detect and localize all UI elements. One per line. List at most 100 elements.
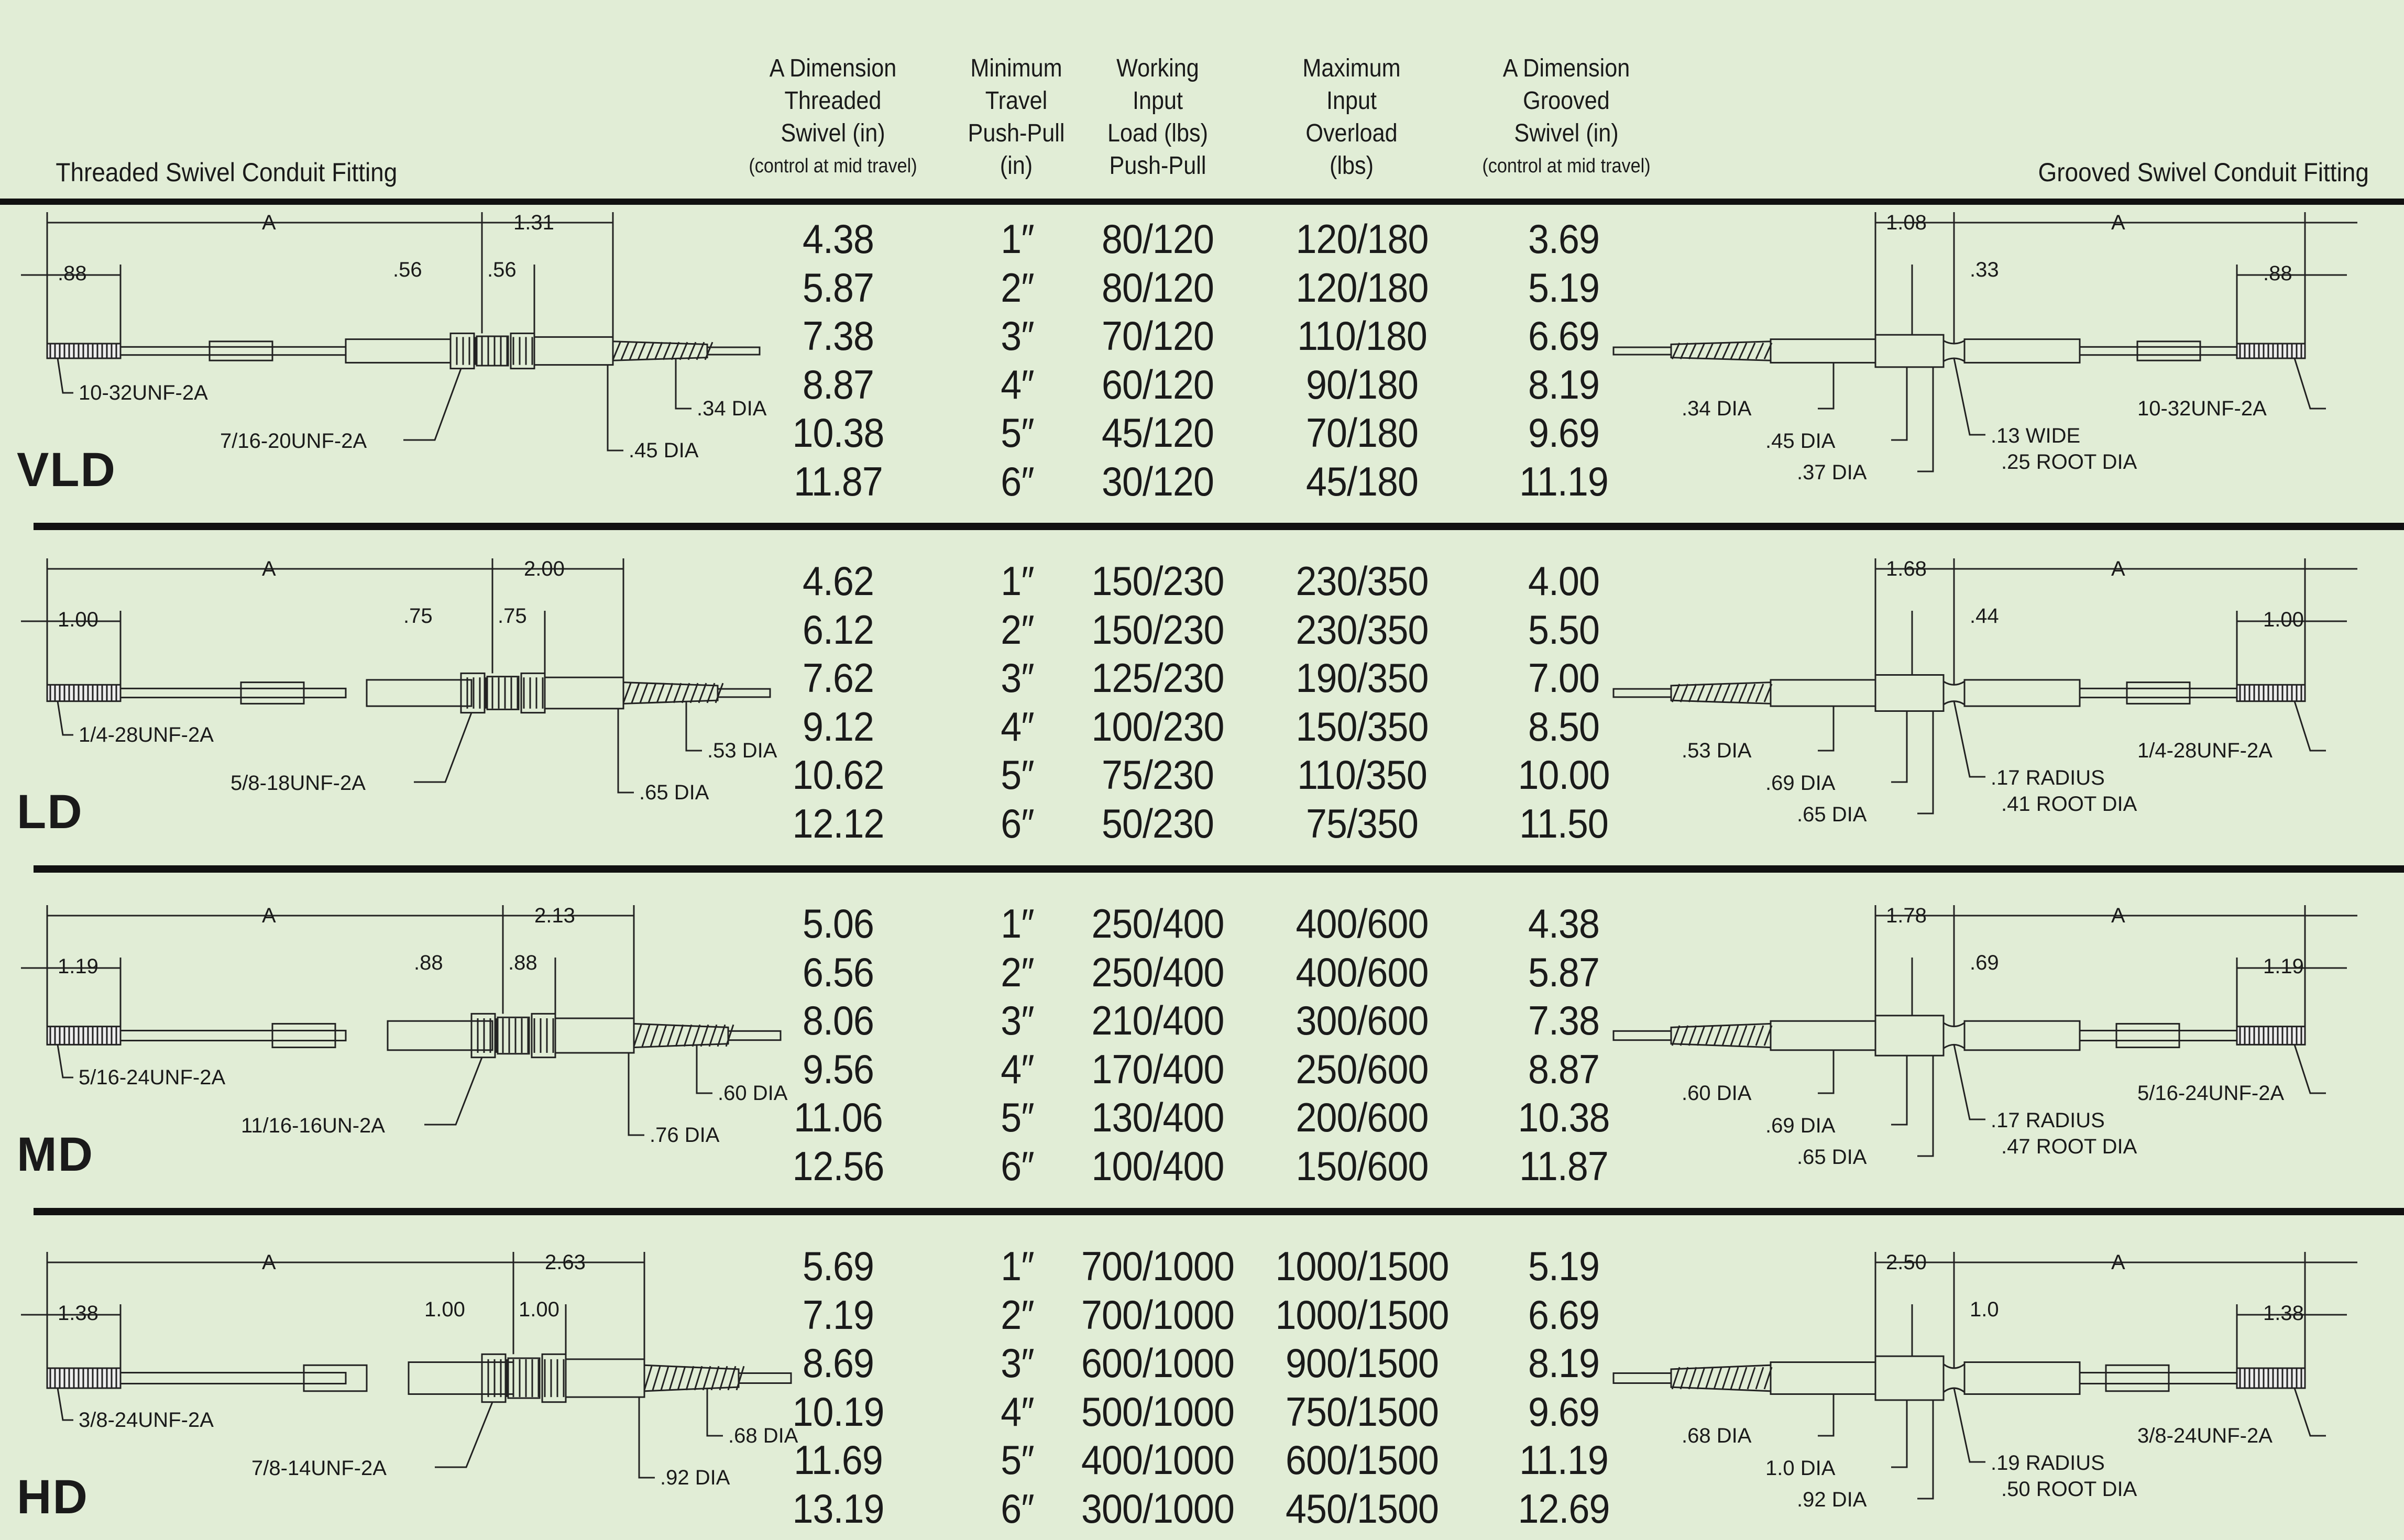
dim-label-dia1: .68 DIA — [1682, 1424, 1752, 1447]
dim-label-end: 1.00 — [58, 608, 98, 631]
table-cell-travel: 5″ — [1001, 1437, 1034, 1483]
dim-label-dia2: .65 DIA — [639, 781, 709, 804]
table-cell-travel: 5″ — [1001, 1094, 1034, 1140]
table-cell-a-threaded: 6.12 — [803, 606, 874, 653]
table-cell-max: 45/180 — [1306, 458, 1419, 504]
dim-label-top: 1.78 — [1886, 904, 1927, 927]
threaded-fitting-drawing — [21, 1252, 792, 1479]
table-cell-working: 150/230 — [1091, 606, 1225, 653]
table-cell-max: 120/180 — [1296, 216, 1429, 262]
dim-label-top: 2.00 — [524, 557, 565, 580]
dim-label-thread2: 11/16-16UN-2A — [241, 1114, 385, 1137]
table-cell-a-threaded: 12.56 — [792, 1142, 884, 1189]
dim-label-dia1: .34 DIA — [697, 397, 767, 420]
dim-label-groove2: .25 ROOT DIA — [2001, 450, 2137, 474]
table-cell-max: 450/1500 — [1286, 1485, 1439, 1532]
table-cell-working: 60/120 — [1102, 361, 1214, 408]
table-cell-max: 90/180 — [1306, 361, 1419, 408]
table-cell-working: 50/230 — [1102, 800, 1214, 846]
dim-label-dia2: .45 DIA — [1765, 430, 1836, 453]
table-cell-working: 700/1000 — [1081, 1291, 1235, 1338]
table-cell-max: 70/180 — [1306, 410, 1419, 456]
dim-label-dia1: .60 DIA — [718, 1082, 788, 1105]
dim-label-dia2: .45 DIA — [629, 439, 699, 462]
table-cell-a-grooved: 5.50 — [1528, 606, 1600, 653]
table-cell-travel: 2″ — [1001, 264, 1034, 311]
dim-label-dia3: .65 DIA — [1797, 1146, 1867, 1169]
table-cell-travel: 5″ — [1001, 410, 1034, 456]
threaded-fitting-drawing — [21, 212, 761, 452]
table-cell-travel: 1″ — [1001, 1243, 1034, 1289]
table-cell-a-threaded: 7.62 — [803, 655, 874, 701]
dim-label-m1: 1.0 — [1970, 1298, 1999, 1321]
dim-label-a: A — [262, 904, 276, 927]
table-cell-travel: 6″ — [1001, 1142, 1034, 1189]
dim-label-m1: .69 — [1970, 951, 1999, 974]
threaded-fitting-drawing — [21, 905, 782, 1136]
grooved-fitting-drawing — [1612, 1252, 2357, 1500]
table-cell-a-grooved: 5.87 — [1528, 949, 1600, 995]
table-cell-max: 230/350 — [1296, 558, 1429, 604]
dim-label-a: A — [262, 557, 276, 580]
dim-label-a: A — [262, 1251, 276, 1274]
table-cell-working: 100/230 — [1091, 703, 1225, 750]
header-max-overload: Maximum Input Overload (lbs) — [1302, 54, 1401, 180]
table-cell-max: 150/350 — [1296, 703, 1429, 750]
table-cell-travel: 1″ — [1001, 558, 1034, 604]
table-cell-working: 30/120 — [1102, 458, 1214, 504]
section-rule — [34, 1208, 2404, 1215]
table-cell-a-grooved: 6.69 — [1528, 313, 1600, 359]
dim-label-m2: .56 — [487, 258, 517, 281]
grooved-fitting-drawing — [1612, 212, 2357, 472]
table-cell-a-grooved: 7.00 — [1528, 655, 1600, 701]
dim-label-m2: 1.00 — [519, 1298, 559, 1321]
dim-label-thread1: 1/4-28UNF-2A — [79, 723, 214, 746]
table-cell-working: 250/400 — [1091, 900, 1225, 947]
dim-label-top: 1.08 — [1886, 211, 1927, 234]
table-cell-a-grooved: 3.69 — [1528, 216, 1600, 262]
dim-label-thread: 5/16-24UNF-2A — [2137, 1082, 2285, 1105]
section-name: LD — [17, 785, 83, 839]
table-cell-travel: 2″ — [1001, 1291, 1034, 1338]
dim-label-top: 1.68 — [1886, 557, 1927, 580]
table-cell-travel: 3″ — [1001, 1340, 1034, 1386]
dim-label-thread2: 5/8-18UNF-2A — [230, 772, 366, 795]
table-cell-travel: 6″ — [1001, 800, 1034, 846]
dim-label-m1: .75 — [403, 604, 433, 628]
table-cell-working: 70/120 — [1102, 313, 1214, 359]
dim-label-m1: .88 — [414, 951, 443, 974]
table-cell-travel: 6″ — [1001, 458, 1034, 504]
dim-label-groove1: .13 WIDE — [1991, 424, 2081, 447]
dim-label-m1: .56 — [393, 258, 422, 281]
table-cell-a-threaded: 8.06 — [803, 997, 874, 1043]
table-cell-a-grooved: 4.38 — [1528, 900, 1600, 947]
table-cell-max: 230/350 — [1296, 606, 1429, 653]
table-cell-a-grooved: 11.87 — [1519, 1142, 1609, 1189]
dim-label-a: A — [2111, 1251, 2125, 1274]
table-cell-a-threaded: 5.69 — [803, 1243, 874, 1289]
table-cell-a-threaded: 11.69 — [794, 1437, 883, 1483]
table-cell-max: 300/600 — [1296, 997, 1429, 1043]
header-a-grooved: A Dimension Grooved Swivel (in) (control a… — [1482, 54, 1651, 177]
dim-label-m1: .33 — [1970, 258, 1999, 281]
dim-label-thread2: 7/16-20UNF-2A — [220, 430, 367, 453]
table-cell-a-threaded: 4.62 — [803, 558, 874, 604]
table-cell-working: 150/230 — [1091, 558, 1225, 604]
table-cell-max: 150/600 — [1296, 1142, 1429, 1189]
table-cell-a-threaded: 10.62 — [792, 752, 884, 798]
table-cell-max: 400/600 — [1296, 900, 1429, 947]
table-cell-max: 600/1500 — [1286, 1437, 1439, 1483]
dim-label-dia1: .53 DIA — [1682, 739, 1752, 762]
grooved-fitting-drawing — [1612, 905, 2357, 1157]
table-cell-a-threaded: 4.38 — [803, 216, 874, 262]
dim-label-m1: .44 — [1970, 604, 1999, 628]
table-cell-working: 130/400 — [1091, 1094, 1225, 1140]
table-cell-travel: 4″ — [1001, 1046, 1034, 1092]
table-cell-travel: 2″ — [1001, 949, 1034, 995]
dim-label-dia1: .68 DIA — [728, 1424, 798, 1447]
table-cell-a-grooved: 11.19 — [1519, 1437, 1609, 1483]
dim-label-end: 1.19 — [2263, 955, 2304, 978]
table-cell-a-threaded: 11.87 — [794, 458, 883, 504]
table-cell-travel: 4″ — [1001, 361, 1034, 408]
